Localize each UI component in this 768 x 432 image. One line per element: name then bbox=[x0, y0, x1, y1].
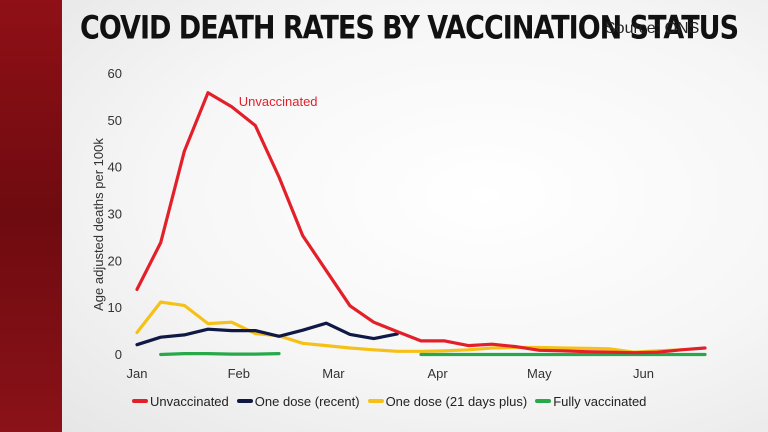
y-tick-label: 40 bbox=[108, 160, 122, 175]
chart-legend: Unvaccinated One dose (recent) One dose (2… bbox=[132, 393, 654, 409]
legend-swatch bbox=[132, 399, 148, 403]
x-tick-label: Jan bbox=[127, 366, 148, 381]
x-tick-label: Apr bbox=[427, 366, 448, 381]
x-tick-label: May bbox=[527, 366, 552, 381]
legend-item: Unvaccinated bbox=[132, 394, 229, 409]
legend-swatch bbox=[535, 399, 552, 403]
series-line-unvaccinated bbox=[135, 91, 707, 355]
y-tick-label: 50 bbox=[108, 113, 122, 128]
source-label: Source: ONS bbox=[605, 20, 700, 37]
y-axis-title: Age adjusted deaths per 100k bbox=[91, 138, 106, 311]
legend-swatch bbox=[236, 399, 253, 403]
y-tick-label: 20 bbox=[108, 253, 122, 268]
y-tick-label: 0 bbox=[115, 347, 122, 362]
legend-swatch bbox=[367, 399, 384, 403]
x-tick-label: Jun bbox=[633, 366, 654, 381]
series-annotation: Unvaccinated bbox=[239, 94, 318, 109]
legend-item: One dose (21 days plus) bbox=[367, 393, 528, 409]
y-tick-label: 60 bbox=[108, 66, 122, 81]
x-tick-label: Feb bbox=[228, 366, 250, 381]
y-tick-label: 30 bbox=[108, 207, 122, 222]
series-line-one-dose-recent bbox=[135, 321, 399, 347]
series-line-one-dose-21-days-plus bbox=[135, 300, 683, 354]
y-tick-label: 10 bbox=[108, 300, 122, 315]
legend-item: One dose (recent) bbox=[236, 393, 360, 409]
series-line-fully-vaccinated bbox=[159, 352, 281, 357]
legend-label: Fully vaccinated bbox=[553, 393, 647, 409]
chart-title: COVID DEATH RATES BY VACCINATION STATUS bbox=[80, 10, 739, 47]
legend-label: Unvaccinated bbox=[150, 393, 229, 409]
chart-card bbox=[62, 0, 768, 432]
left-background-band bbox=[0, 0, 62, 432]
x-tick-label: Mar bbox=[322, 366, 345, 381]
legend-item: Fully vaccinated bbox=[535, 394, 646, 409]
legend-label: One dose (recent) bbox=[254, 393, 360, 409]
legend-label: One dose (21 days plus) bbox=[385, 393, 528, 409]
